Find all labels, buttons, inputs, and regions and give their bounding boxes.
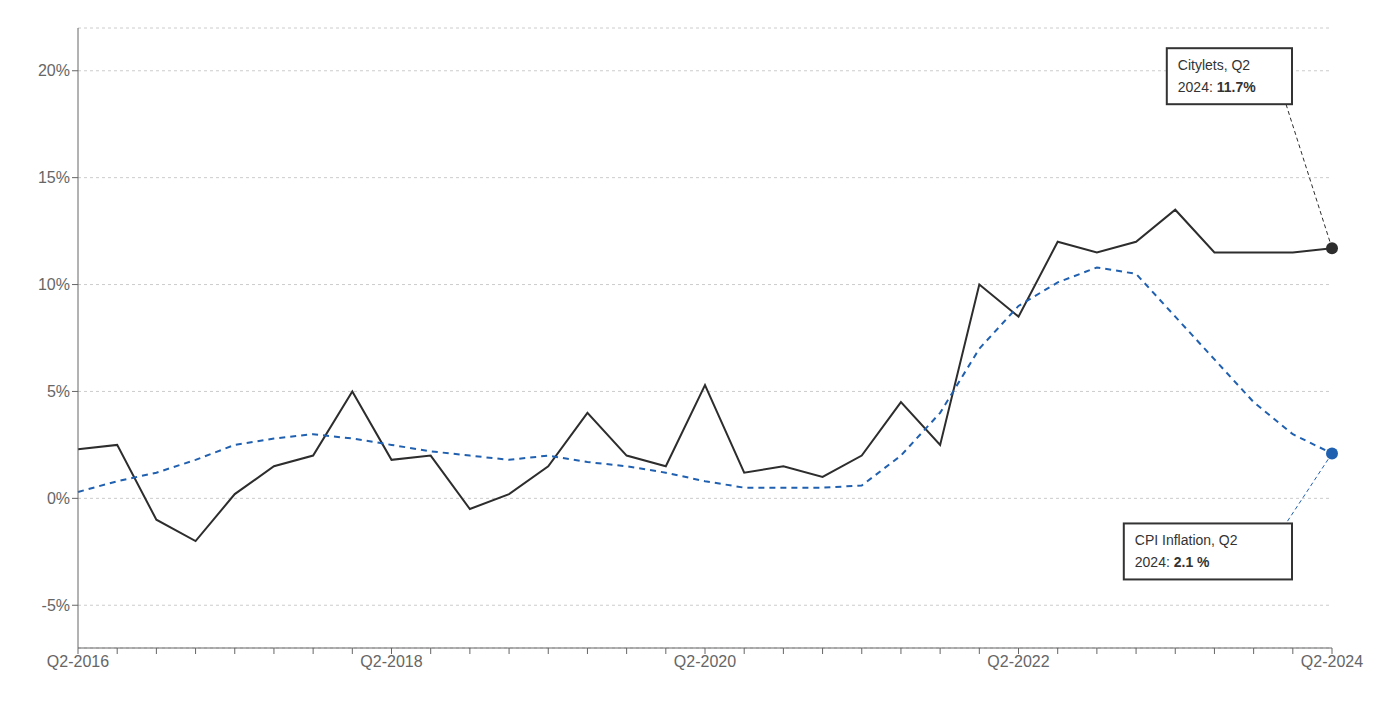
svg-text:15%: 15% xyxy=(38,169,70,186)
svg-text:Citylets, Q2: Citylets, Q2 xyxy=(1178,57,1251,73)
svg-text:2024: 11.7%: 2024: 11.7% xyxy=(1178,79,1256,95)
svg-text:Q2-2022: Q2-2022 xyxy=(987,653,1049,670)
svg-text:Q2-2020: Q2-2020 xyxy=(674,653,736,670)
svg-text:Q2-2016: Q2-2016 xyxy=(47,653,109,670)
svg-text:Q2-2018: Q2-2018 xyxy=(360,653,422,670)
svg-text:5%: 5% xyxy=(47,383,70,400)
svg-text:2024: 2.1 %: 2024: 2.1 % xyxy=(1135,554,1210,570)
svg-text:Q2-2024: Q2-2024 xyxy=(1301,653,1363,670)
svg-text:-5%: -5% xyxy=(42,597,70,614)
svg-text:CPI Inflation, Q2: CPI Inflation, Q2 xyxy=(1135,532,1238,548)
svg-text:20%: 20% xyxy=(38,62,70,79)
svg-text:0%: 0% xyxy=(47,490,70,507)
svg-text:10%: 10% xyxy=(38,276,70,293)
